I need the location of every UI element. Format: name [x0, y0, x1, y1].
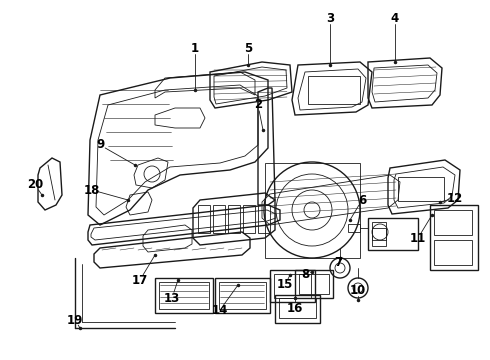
- Bar: [368, 218, 418, 250]
- Text: 2: 2: [254, 99, 262, 112]
- Bar: [274, 274, 311, 298]
- Text: 9: 9: [96, 139, 104, 152]
- Text: 11: 11: [410, 231, 426, 244]
- Text: 20: 20: [27, 179, 43, 192]
- Bar: [275, 295, 320, 323]
- Text: 7: 7: [334, 256, 342, 269]
- Text: 6: 6: [358, 194, 366, 207]
- Text: 15: 15: [277, 279, 293, 292]
- Bar: [159, 282, 209, 309]
- Bar: [299, 274, 329, 294]
- Text: 18: 18: [84, 184, 100, 197]
- Bar: [215, 278, 270, 313]
- Text: 16: 16: [287, 302, 303, 315]
- Bar: [270, 270, 315, 302]
- Bar: [265, 163, 360, 258]
- Bar: [279, 298, 316, 318]
- Bar: [219, 282, 266, 309]
- Bar: [398, 177, 444, 201]
- Text: 4: 4: [391, 12, 399, 24]
- Text: 3: 3: [326, 12, 334, 24]
- Bar: [372, 222, 386, 246]
- Bar: [295, 270, 333, 298]
- Bar: [228, 205, 240, 233]
- Bar: [434, 240, 472, 265]
- Bar: [213, 205, 225, 233]
- Bar: [258, 205, 270, 233]
- Bar: [430, 205, 478, 270]
- Bar: [243, 205, 255, 233]
- Bar: [372, 228, 386, 240]
- Bar: [434, 210, 472, 235]
- Text: 19: 19: [67, 314, 83, 327]
- Bar: [198, 205, 210, 233]
- Text: 5: 5: [244, 41, 252, 54]
- Text: 10: 10: [350, 284, 366, 297]
- Text: 1: 1: [191, 41, 199, 54]
- Bar: [348, 224, 360, 232]
- Text: 13: 13: [164, 292, 180, 305]
- Text: 14: 14: [212, 303, 228, 316]
- Text: 12: 12: [447, 192, 463, 204]
- Text: 8: 8: [301, 269, 309, 282]
- Bar: [308, 76, 360, 104]
- Text: 17: 17: [132, 274, 148, 287]
- Bar: [155, 278, 213, 313]
